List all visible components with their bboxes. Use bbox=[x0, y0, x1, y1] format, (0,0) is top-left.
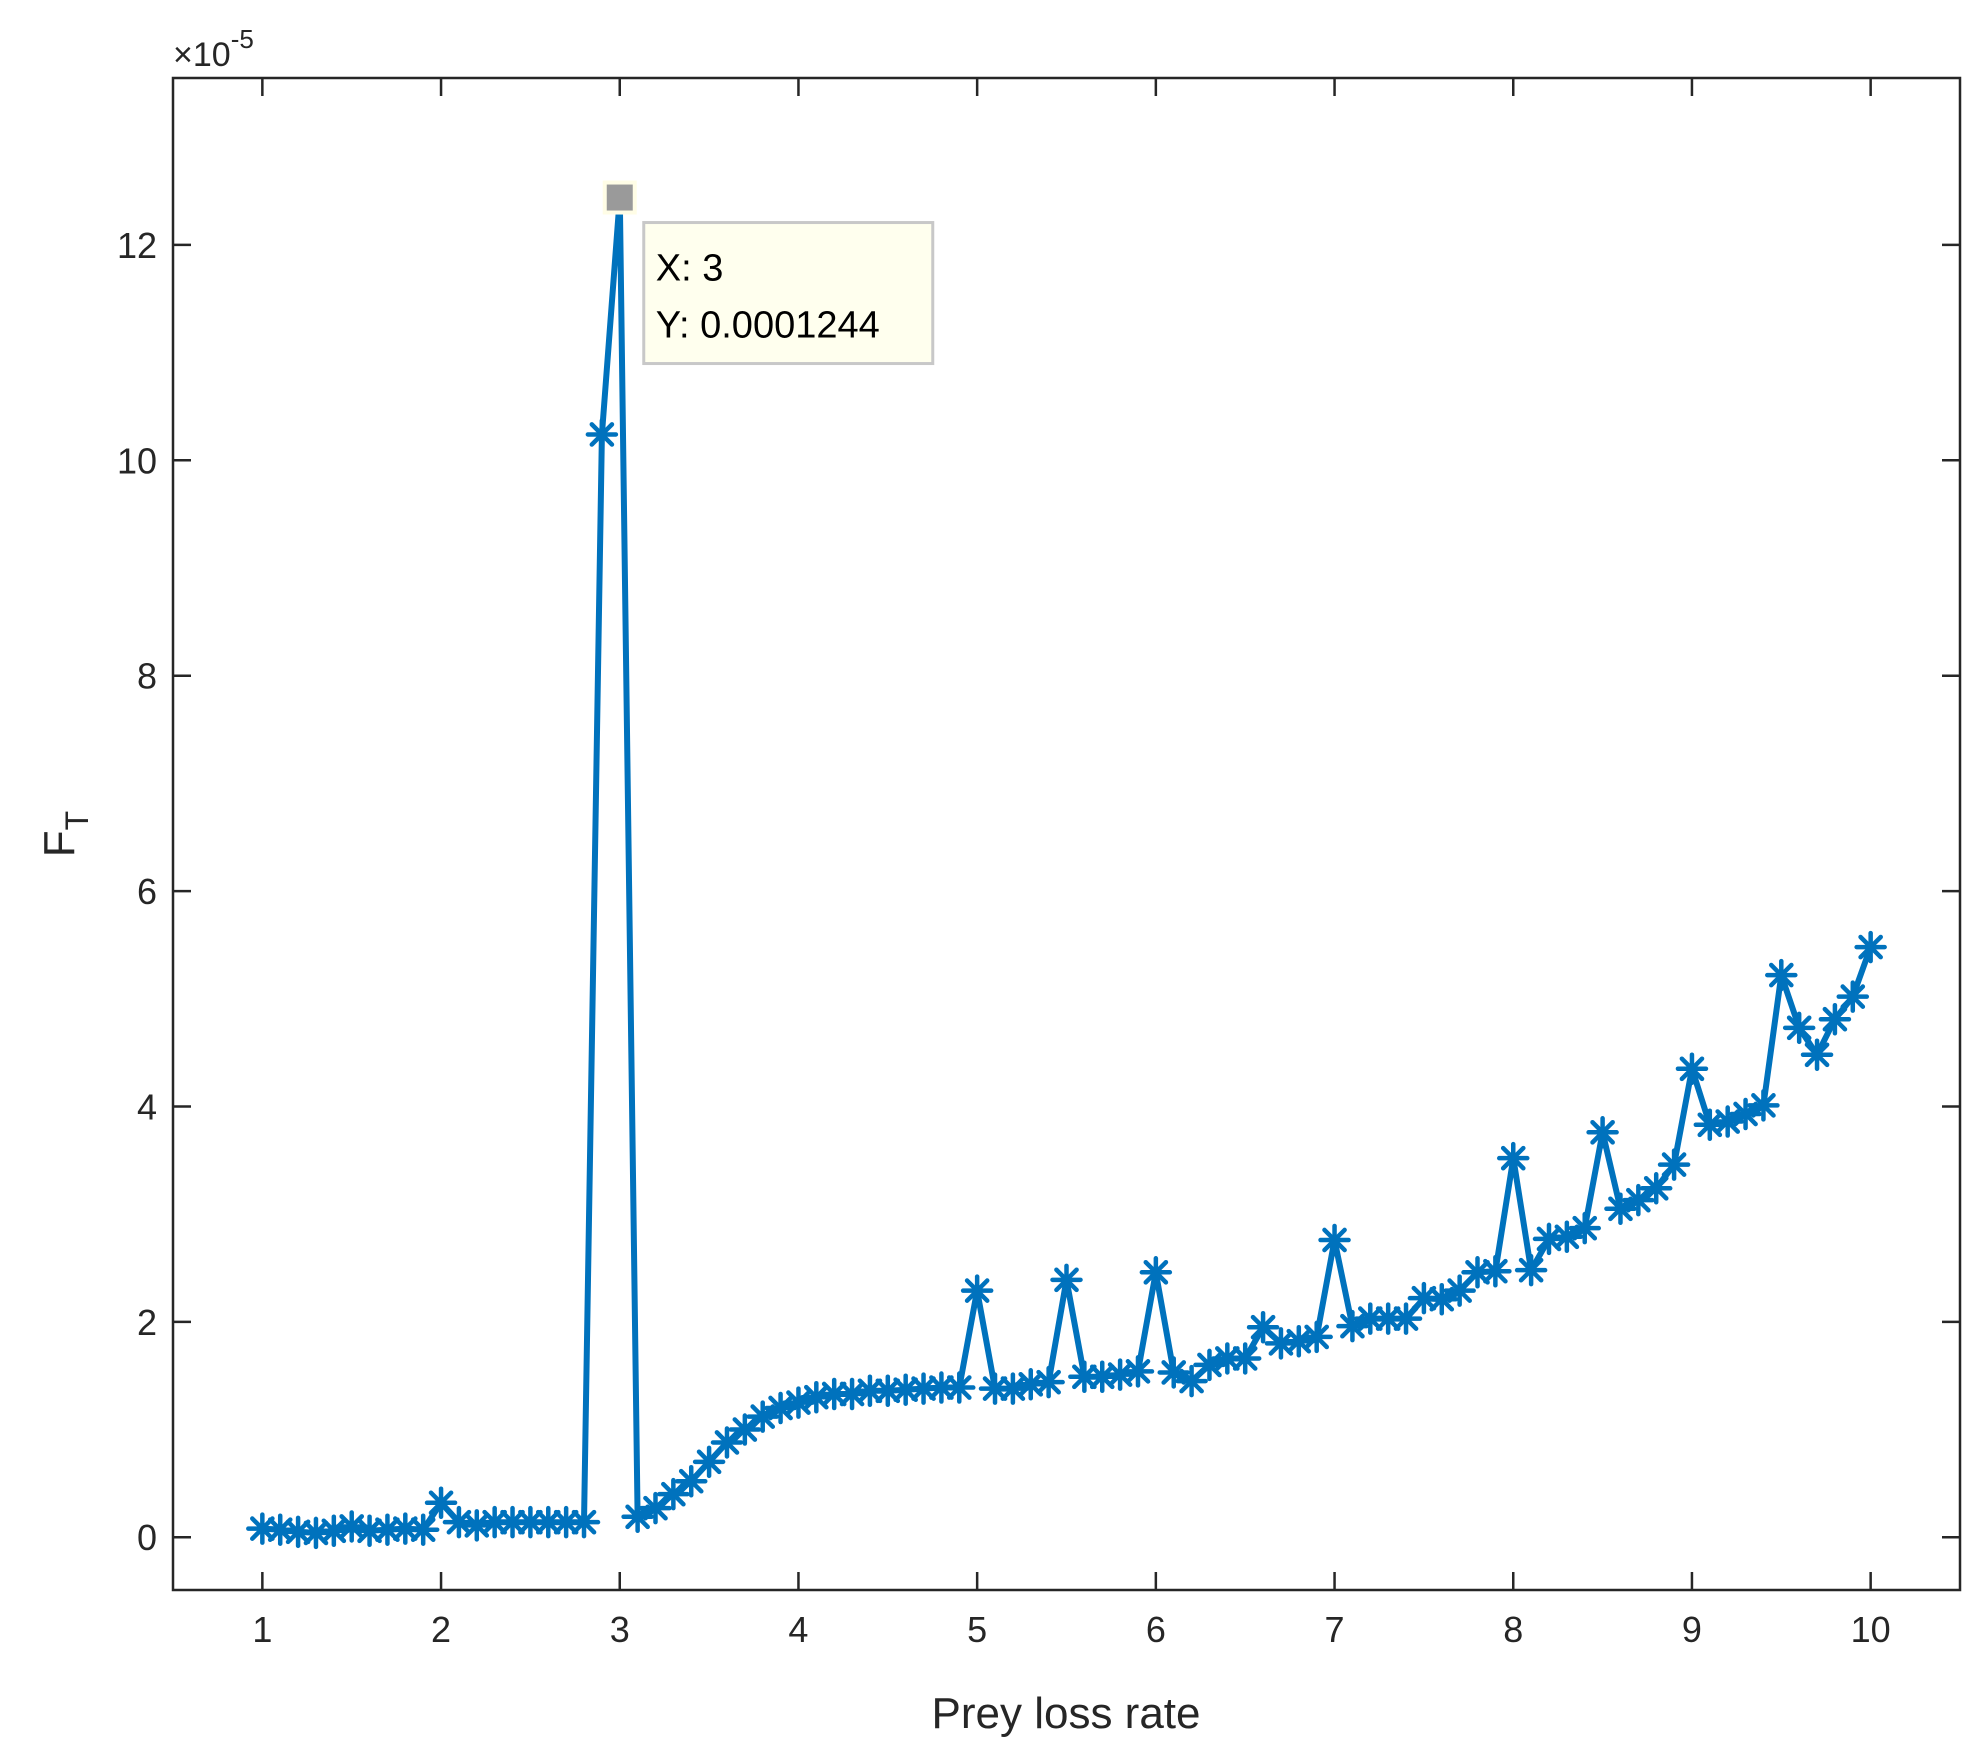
data-point bbox=[1354, 1302, 1387, 1335]
y-axis-label-subscript: T bbox=[59, 811, 95, 831]
data-point bbox=[532, 1505, 565, 1539]
data-point bbox=[1818, 1002, 1852, 1036]
axes-box bbox=[171, 76, 1962, 1592]
data-point bbox=[710, 1426, 744, 1459]
data-point bbox=[1139, 1256, 1173, 1289]
x-axis-label: Prey loss rate bbox=[932, 1689, 1201, 1738]
datatip-y-text: Y: 0.0001244 bbox=[656, 305, 880, 347]
data-point bbox=[728, 1413, 762, 1446]
datatip-x-text: X: 3 bbox=[656, 248, 724, 290]
data-point bbox=[1479, 1254, 1512, 1288]
data-point bbox=[853, 1374, 887, 1408]
datatip-box bbox=[642, 221, 935, 366]
axis-ticks bbox=[173, 78, 1960, 1590]
data-point bbox=[1032, 1365, 1065, 1399]
y-tick-label: 4 bbox=[137, 1086, 157, 1127]
data-point bbox=[960, 1274, 994, 1307]
svg-text:FT: FT bbox=[35, 811, 95, 857]
data-point bbox=[1318, 1223, 1351, 1257]
data-point bbox=[1782, 1011, 1816, 1045]
y-tick-label: 0 bbox=[137, 1517, 157, 1558]
data-point bbox=[943, 1371, 976, 1404]
y-multiplier-exponent: -5 bbox=[231, 24, 254, 54]
data-point bbox=[1121, 1355, 1155, 1388]
data-point bbox=[1765, 958, 1798, 992]
data-point bbox=[657, 1477, 690, 1511]
data-point bbox=[692, 1445, 726, 1479]
x-tick-labels: 1 2 3 4 5 6 7 8 9 10 bbox=[252, 1609, 1890, 1650]
data-point bbox=[1050, 1263, 1083, 1297]
data-point bbox=[406, 1513, 440, 1546]
series-group bbox=[246, 181, 1887, 1550]
y-multiplier-prefix: ×10 bbox=[173, 36, 231, 74]
data-point bbox=[674, 1464, 708, 1498]
data-point bbox=[1854, 930, 1887, 964]
y-tick-label: 6 bbox=[137, 871, 157, 912]
x-tick-label: 5 bbox=[967, 1609, 987, 1650]
x-tick-label: 2 bbox=[431, 1609, 451, 1650]
data-point bbox=[281, 1515, 315, 1549]
data-point bbox=[1800, 1038, 1834, 1072]
data-point bbox=[1747, 1089, 1780, 1122]
y-tick-label: 2 bbox=[137, 1302, 157, 1343]
y-tick-label: 12 bbox=[117, 225, 157, 266]
datatip-marker[interactable] bbox=[602, 180, 637, 215]
y-tick-labels: 0 2 4 6 8 10 12 bbox=[117, 225, 157, 1558]
data-point bbox=[389, 1512, 422, 1545]
data-point bbox=[871, 1374, 905, 1408]
data-point bbox=[764, 1391, 797, 1425]
data-point bbox=[246, 1512, 279, 1545]
data-point bbox=[1389, 1302, 1423, 1335]
x-tick-label: 8 bbox=[1503, 1609, 1523, 1650]
y-axis-label: FT bbox=[35, 811, 95, 857]
x-tick-label: 3 bbox=[610, 1609, 630, 1650]
data-point bbox=[1497, 1141, 1530, 1175]
data-point bbox=[478, 1505, 511, 1539]
data-point bbox=[567, 1505, 601, 1539]
data-point bbox=[424, 1486, 458, 1520]
data-point bbox=[1568, 1211, 1601, 1245]
data-point bbox=[1675, 1052, 1709, 1086]
x-tick-label: 4 bbox=[788, 1609, 808, 1650]
datatip[interactable]: X: 3 Y: 0.0001244 bbox=[602, 180, 935, 366]
data-point bbox=[1836, 980, 1870, 1013]
x-tick-label: 6 bbox=[1146, 1609, 1166, 1650]
x-tick-label: 10 bbox=[1851, 1609, 1891, 1650]
data-point bbox=[1103, 1358, 1137, 1391]
data-point bbox=[1514, 1253, 1548, 1287]
data-point bbox=[639, 1491, 672, 1525]
y-axis-label-main: F bbox=[35, 830, 84, 857]
x-tick-label: 7 bbox=[1325, 1609, 1345, 1650]
x-tick-label: 9 bbox=[1682, 1609, 1702, 1650]
y-tick-label: 8 bbox=[137, 656, 157, 697]
data-point bbox=[1300, 1320, 1333, 1354]
x-tick-label: 1 bbox=[252, 1609, 272, 1650]
data-point bbox=[1228, 1342, 1262, 1375]
data-point bbox=[1622, 1183, 1655, 1217]
data-point bbox=[585, 418, 619, 451]
data-point bbox=[1657, 1148, 1691, 1181]
y-tick-label: 10 bbox=[117, 440, 157, 481]
plot-area bbox=[173, 78, 1960, 1590]
data-point bbox=[1639, 1172, 1673, 1205]
y-multiplier-label: ×10-5 bbox=[173, 24, 254, 74]
data-point bbox=[1586, 1116, 1619, 1149]
